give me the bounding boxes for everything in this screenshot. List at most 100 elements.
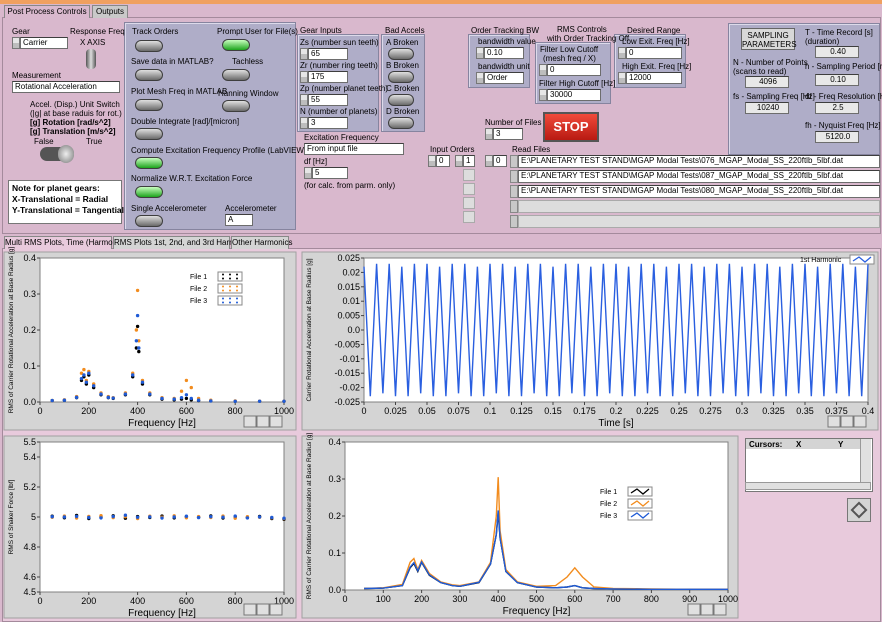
note-box: Note for planet gears: X-Translational = … bbox=[8, 180, 125, 224]
file-path[interactable]: E:\PLANETARY TEST STAND\MGAP Modal Tests… bbox=[518, 155, 880, 168]
toggle-button[interactable] bbox=[135, 99, 163, 111]
label: A Broken bbox=[386, 38, 419, 47]
subtab-body bbox=[2, 248, 881, 622]
increment-arrows[interactable] bbox=[485, 155, 493, 167]
toggle-button[interactable] bbox=[388, 117, 414, 129]
numeric-field[interactable]: 0 bbox=[626, 47, 682, 59]
toggle-button[interactable] bbox=[388, 48, 414, 60]
increment-arrows[interactable] bbox=[12, 37, 20, 49]
path-icon bbox=[510, 155, 518, 168]
numeric-field[interactable]: 3 bbox=[308, 117, 348, 129]
toggle-button[interactable] bbox=[388, 71, 414, 83]
increment-arrows[interactable] bbox=[300, 71, 308, 83]
button-text: SAMPLING bbox=[747, 31, 789, 40]
subtab[interactable]: Other Harmonics bbox=[231, 236, 293, 249]
numeric-field[interactable]: 65 bbox=[308, 48, 348, 60]
cursor-mover[interactable] bbox=[847, 498, 871, 522]
label: bandwidth value bbox=[478, 37, 536, 46]
toggle-button[interactable] bbox=[388, 94, 414, 106]
toggle-button[interactable] bbox=[222, 69, 250, 81]
toggle-button[interactable] bbox=[135, 40, 163, 52]
text-field[interactable]: A bbox=[225, 214, 253, 226]
hscrollbar[interactable] bbox=[745, 482, 871, 490]
increment-arrows[interactable] bbox=[428, 155, 436, 167]
increment-arrows[interactable] bbox=[300, 117, 308, 129]
array-element[interactable]: 1 bbox=[463, 155, 475, 167]
toggle-button[interactable] bbox=[135, 157, 163, 169]
toggle-button[interactable] bbox=[135, 215, 163, 227]
tab[interactable]: Outputs bbox=[92, 5, 128, 18]
indicator: 0.10 bbox=[815, 74, 859, 86]
toggle-button[interactable] bbox=[135, 186, 163, 198]
label: Gear bbox=[12, 27, 30, 36]
text-field[interactable]: From input file bbox=[304, 143, 404, 155]
vertical-switch[interactable] bbox=[86, 49, 96, 69]
increment-arrows[interactable] bbox=[539, 89, 547, 101]
array-index[interactable]: 0 bbox=[436, 155, 450, 167]
scrollbar[interactable] bbox=[860, 439, 871, 489]
label: (mesh freq / X) bbox=[543, 54, 596, 63]
label: Tachless bbox=[232, 57, 264, 66]
increment-arrows[interactable] bbox=[618, 47, 626, 59]
numeric-field[interactable]: 3 bbox=[493, 128, 523, 140]
label: High Exit. Freq [Hz] bbox=[622, 62, 692, 71]
note-line: Note for planet gears: bbox=[12, 183, 100, 193]
increment-arrows[interactable] bbox=[300, 48, 308, 60]
label: True bbox=[86, 137, 103, 146]
numeric-field[interactable]: 12000 bbox=[626, 72, 682, 84]
label: RMS Controls bbox=[557, 25, 607, 34]
numeric-field[interactable]: 5 bbox=[312, 167, 348, 179]
path-icon bbox=[510, 200, 518, 213]
label: B Broken bbox=[386, 61, 419, 70]
increment-arrows[interactable] bbox=[300, 94, 308, 106]
switch-knob[interactable] bbox=[58, 145, 74, 163]
toggle-button[interactable] bbox=[222, 39, 250, 51]
button-text: PARAMETERS bbox=[742, 40, 797, 49]
toggle-button[interactable] bbox=[135, 128, 163, 140]
toggle-button[interactable] bbox=[222, 100, 250, 112]
numeric-field[interactable]: 30000 bbox=[547, 89, 601, 101]
group-box bbox=[124, 22, 296, 230]
file-path[interactable]: E:\PLANETARY TEST STAND\MGAP Modal Tests… bbox=[518, 185, 880, 198]
sampling-button[interactable]: SAMPLING PARAMETERS bbox=[741, 28, 797, 50]
file-path[interactable]: E:\PLANETARY TEST STAND\MGAP Modal Tests… bbox=[518, 170, 880, 183]
label: Double Integrate [rad]/[micron] bbox=[131, 117, 240, 126]
label: Zs (number sun teeth) bbox=[300, 38, 379, 47]
label: Filter Low Cutoff bbox=[540, 45, 599, 54]
path-icon bbox=[510, 185, 518, 198]
increment-arrows[interactable] bbox=[618, 72, 626, 84]
increment-arrows[interactable] bbox=[485, 128, 493, 140]
subtab[interactable]: RMS Plots 1st, 2nd, and 3rd Harmonic bbox=[113, 236, 251, 249]
numeric-field[interactable]: 175 bbox=[308, 71, 348, 83]
stop-button[interactable]: STOP bbox=[543, 112, 599, 142]
numeric-field[interactable]: 55 bbox=[308, 94, 348, 106]
note-line: Y-Translational = Tangential bbox=[12, 205, 125, 215]
label: D Broken bbox=[386, 107, 420, 116]
label: Track Orders bbox=[132, 27, 179, 36]
subtab[interactable]: Multi RMS Plots, Time (Harmonics) bbox=[4, 236, 130, 249]
label: (scans to read) bbox=[733, 67, 787, 76]
increment-arrows[interactable] bbox=[455, 155, 463, 167]
indicator: 5120.0 bbox=[815, 131, 859, 143]
text-field[interactable]: Rotational Acceleration bbox=[12, 81, 120, 93]
tab[interactable]: Post Process Controls bbox=[4, 5, 90, 18]
increment-arrows[interactable] bbox=[304, 167, 312, 179]
indicator: 10240 bbox=[745, 102, 789, 114]
label: Filter High Cutoff [Hz] bbox=[539, 79, 616, 88]
increment-arrows[interactable] bbox=[476, 47, 484, 59]
indicator: 4096 bbox=[745, 76, 789, 88]
numeric-field[interactable]: 0 bbox=[547, 64, 601, 76]
label: bandwidth unit bbox=[478, 62, 530, 71]
label: with Order Tracking Off bbox=[547, 34, 630, 43]
numeric-field[interactable]: 0.10 bbox=[484, 47, 524, 59]
label: [g] Rotation [rad/s^2] bbox=[30, 118, 111, 127]
ring-control[interactable]: Order bbox=[484, 72, 524, 84]
increment-arrows[interactable] bbox=[476, 72, 484, 84]
ring-control[interactable]: Carrier bbox=[20, 37, 68, 49]
increment-arrows[interactable] bbox=[539, 64, 547, 76]
label: [g] Translation [m/s^2] bbox=[30, 127, 116, 136]
array-index[interactable]: 0 bbox=[493, 155, 507, 167]
array-element-empty bbox=[463, 169, 475, 181]
toggle-button[interactable] bbox=[135, 69, 163, 81]
